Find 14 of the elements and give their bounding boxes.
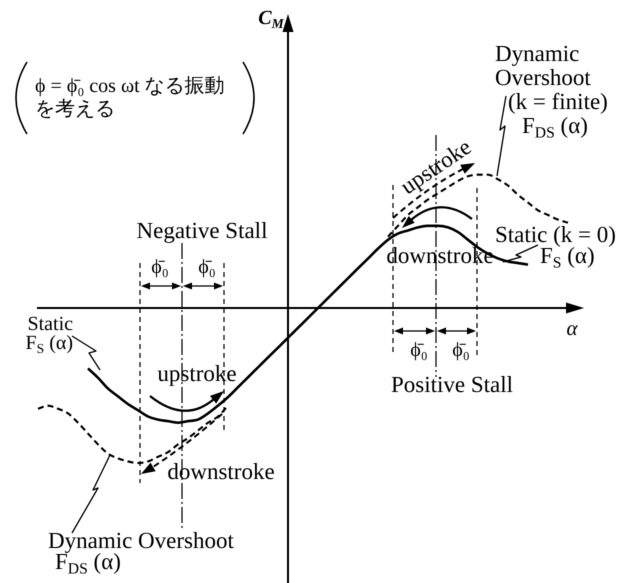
annotation: Static (k = 0) F$_{S}$ (α) — [495, 222, 616, 272]
text: Dynamic Overshoot (k = finite) F$_{DS}$ (α) — [495, 41, 608, 142]
annotation: ϕ̄₀ — [452, 338, 470, 362]
x-axis-title: α — [566, 316, 578, 340]
annotation: ϕ̄₀ — [410, 338, 428, 362]
annotation: ϕ̄₀ — [198, 255, 216, 279]
text: C$_{M}$ — [258, 6, 284, 32]
text: Dynamic Overshoot F$_{DS}$ (α) — [48, 528, 234, 578]
annotation: Static F$_{S}$ (α) — [26, 313, 73, 356]
text: ϕ = ϕ̄₀ cos ωt なる振動を考える — [35, 75, 225, 121]
annotation: Negative Stall — [136, 218, 268, 243]
annotation: downstroke — [167, 459, 275, 484]
annotation: ϕ̄₀ — [151, 255, 169, 279]
annotation: Positive Stall — [390, 372, 514, 397]
